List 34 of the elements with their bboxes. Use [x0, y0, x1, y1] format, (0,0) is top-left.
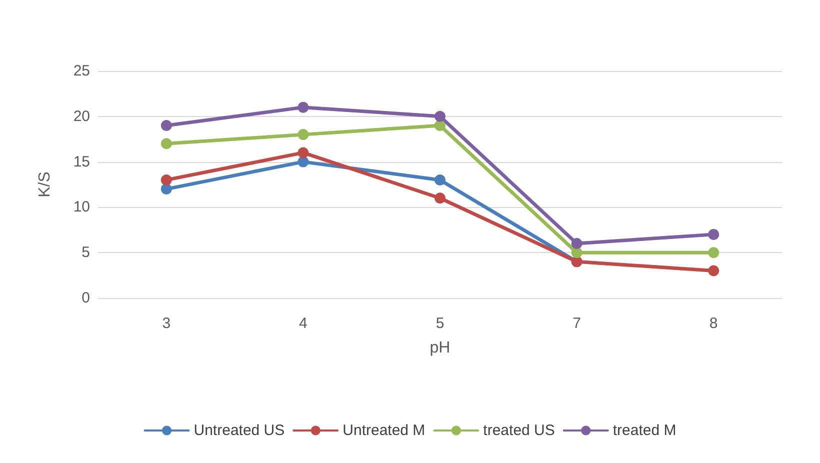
point	[434, 120, 446, 131]
point	[434, 174, 446, 186]
point	[708, 247, 720, 258]
x-tick-label: 8	[709, 315, 718, 332]
point	[298, 156, 309, 168]
y-tick-label: 10	[73, 198, 90, 216]
y-tick-label: 20	[73, 108, 90, 125]
point	[571, 247, 582, 258]
x-tick-label: 5	[436, 315, 444, 332]
legend-label: treated US	[483, 422, 555, 439]
point	[708, 265, 720, 276]
y-tick-label: 15	[73, 153, 90, 170]
legend-label: treated M	[612, 422, 676, 439]
y-tick-label: 5	[82, 244, 90, 262]
legend-label: Untreated US	[194, 422, 285, 439]
x-tick-label: 3	[162, 315, 171, 332]
point	[298, 129, 309, 140]
point	[160, 120, 172, 131]
y-tick-label: 25	[73, 62, 90, 80]
point	[434, 192, 446, 204]
legend-label: Untreated M	[342, 422, 426, 439]
y-axis-title: K/S	[36, 172, 54, 198]
point	[298, 147, 309, 158]
point	[160, 174, 172, 186]
point	[298, 102, 309, 113]
point	[434, 110, 446, 122]
point	[708, 228, 720, 240]
point	[160, 184, 172, 195]
point	[571, 238, 582, 250]
x-tick-label: 4	[299, 315, 308, 332]
y-tick-label: 0	[82, 290, 90, 306]
x-tick-label: 7	[572, 315, 581, 332]
x-axis-title: pH	[430, 340, 450, 356]
point	[160, 138, 172, 150]
